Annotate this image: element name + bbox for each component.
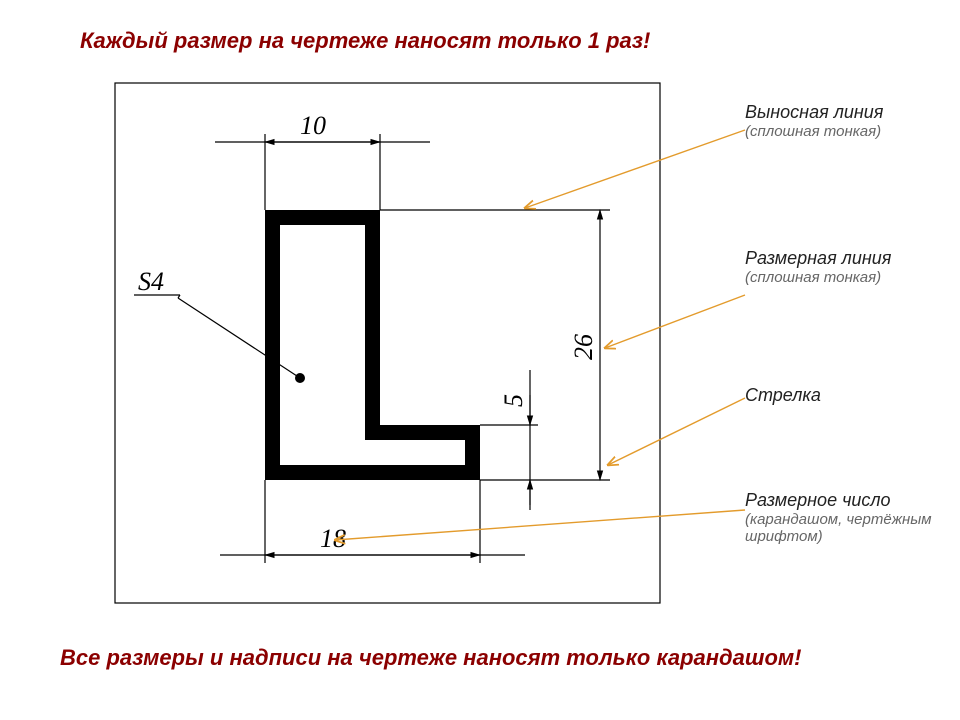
annotation-title: Размерная линия: [745, 248, 945, 269]
dim-label-10: 10: [300, 111, 326, 140]
dim-label-18: 18: [320, 524, 346, 553]
annotation-dimension-number: Размерное число(карандашом, чертёжным шр…: [745, 490, 945, 545]
annotation-title: Стрелка: [745, 385, 945, 406]
annotation-extension-line: Выносная линия(сплошная тонкая): [745, 102, 945, 140]
annotation-arrow: Стрелка: [745, 385, 945, 406]
annotation-sub: (карандашом, чертёжным шрифтом): [745, 511, 945, 545]
annotation-title: Размерное число: [745, 490, 945, 511]
dim-label-s4: S4: [138, 267, 164, 296]
annotation-sub: (сплошная тонкая): [745, 123, 945, 140]
annotation-sub: (сплошная тонкая): [745, 269, 945, 286]
annotation-title: Выносная линия: [745, 102, 945, 123]
dim-label-5: 5: [499, 394, 528, 407]
annotation-dimension-line: Размерная линия(сплошная тонкая): [745, 248, 945, 286]
dim-label-26: 26: [569, 334, 598, 360]
